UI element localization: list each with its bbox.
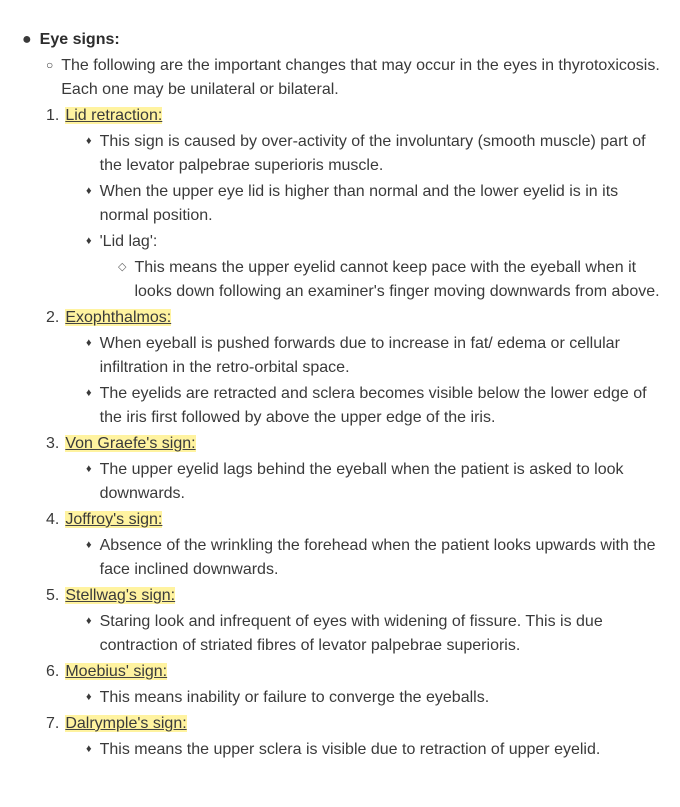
sign-number: 2. bbox=[46, 306, 59, 330]
sign-point-row: ♦ This means the upper sclera is visible … bbox=[86, 738, 662, 762]
sign-point-text: When the upper eye lid is higher than no… bbox=[100, 180, 662, 228]
sign-title-wrap: Moebius' sign: bbox=[65, 660, 662, 684]
sign-subpoint-row: ◇ This means the upper eyelid cannot keep… bbox=[118, 256, 662, 304]
sign-point-text: The upper eyelid lags behind the eyeball… bbox=[100, 458, 662, 506]
bullet-diamond-icon: ♦ bbox=[86, 180, 92, 202]
sign-number: 4. bbox=[46, 508, 59, 532]
sign-point-row: ♦ This sign is caused by over-activity of… bbox=[86, 130, 662, 178]
bullet-circle-icon: ○ bbox=[46, 54, 53, 77]
sign-title-wrap: Von Graefe's sign: bbox=[65, 432, 662, 456]
bullet-diamond-icon: ♦ bbox=[86, 610, 92, 632]
bullet-open-diamond-icon: ◇ bbox=[118, 256, 126, 278]
sign-point-text: This sign is caused by over-activity of … bbox=[100, 130, 662, 178]
signs-list: 1. Lid retraction: ♦ This sign is caused … bbox=[18, 104, 662, 762]
sign-point-text: When eyeball is pushed forwards due to i… bbox=[100, 332, 662, 380]
sign-point-row: ♦ Staring look and infrequent of eyes wit… bbox=[86, 610, 662, 658]
bullet-diamond-icon: ♦ bbox=[86, 382, 92, 404]
bullet-diamond-icon: ♦ bbox=[86, 534, 92, 556]
sign-number: 5. bbox=[46, 584, 59, 608]
sign-title: Von Graefe's sign: bbox=[65, 435, 195, 452]
sign-title-wrap: Joffroy's sign: bbox=[65, 508, 662, 532]
heading-row: ● Eye signs: bbox=[22, 28, 662, 52]
sign-title: Lid retraction: bbox=[65, 107, 162, 124]
sign-point-row: ♦ The upper eyelid lags behind the eyebal… bbox=[86, 458, 662, 506]
sign-point-text: Absence of the wrinkling the forehead wh… bbox=[100, 534, 662, 582]
sign-point-row: ♦ This means inability or failure to conv… bbox=[86, 686, 662, 710]
sign-title: Stellwag's sign: bbox=[65, 587, 175, 604]
sign-title-row: 4. Joffroy's sign: bbox=[46, 508, 662, 532]
bullet-diamond-icon: ♦ bbox=[86, 332, 92, 354]
sign-title: Exophthalmos: bbox=[65, 309, 171, 326]
bullet-diamond-icon: ♦ bbox=[86, 130, 92, 152]
sign-title-wrap: Dalrymple's sign: bbox=[65, 712, 662, 736]
bullet-diamond-icon: ♦ bbox=[86, 686, 92, 708]
heading-text: Eye signs: bbox=[40, 28, 662, 52]
sign-point-row: ♦ When eyeball is pushed forwards due to … bbox=[86, 332, 662, 380]
bullet-disc-icon: ● bbox=[22, 28, 32, 52]
intro-row: ○ The following are the important change… bbox=[46, 54, 662, 102]
sign-number: 1. bbox=[46, 104, 59, 128]
sign-point-row: ♦ The eyelids are retracted and sclera be… bbox=[86, 382, 662, 430]
sign-title-wrap: Exophthalmos: bbox=[65, 306, 662, 330]
sign-point-row: ♦ When the upper eye lid is higher than n… bbox=[86, 180, 662, 228]
sign-title-row: 7. Dalrymple's sign: bbox=[46, 712, 662, 736]
sign-title-row: 1. Lid retraction: bbox=[46, 104, 662, 128]
sign-title-row: 5. Stellwag's sign: bbox=[46, 584, 662, 608]
bullet-diamond-icon: ♦ bbox=[86, 230, 92, 252]
sign-title: Joffroy's sign: bbox=[65, 511, 162, 528]
sign-point-text: This means the upper sclera is visible d… bbox=[100, 738, 662, 762]
sign-point-text: Staring look and infrequent of eyes with… bbox=[100, 610, 662, 658]
sign-number: 7. bbox=[46, 712, 59, 736]
sign-number: 3. bbox=[46, 432, 59, 456]
sign-point-row: ♦ Absence of the wrinkling the forehead w… bbox=[86, 534, 662, 582]
sign-point-row: ♦ 'Lid lag': bbox=[86, 230, 662, 254]
sign-title: Moebius' sign: bbox=[65, 663, 167, 680]
sign-title-row: 6. Moebius' sign: bbox=[46, 660, 662, 684]
bullet-diamond-icon: ♦ bbox=[86, 738, 92, 760]
bullet-diamond-icon: ♦ bbox=[86, 458, 92, 480]
sign-point-text: 'Lid lag': bbox=[100, 230, 662, 254]
sign-title-wrap: Stellwag's sign: bbox=[65, 584, 662, 608]
sign-subpoint-text: This means the upper eyelid cannot keep … bbox=[134, 256, 662, 304]
sign-title-wrap: Lid retraction: bbox=[65, 104, 662, 128]
intro-text: The following are the important changes … bbox=[61, 54, 662, 102]
sign-title-row: 2. Exophthalmos: bbox=[46, 306, 662, 330]
sign-point-text: The eyelids are retracted and sclera bec… bbox=[100, 382, 662, 430]
sign-number: 6. bbox=[46, 660, 59, 684]
sign-title-row: 3. Von Graefe's sign: bbox=[46, 432, 662, 456]
sign-title: Dalrymple's sign: bbox=[65, 715, 186, 732]
sign-point-text: This means inability or failure to conve… bbox=[100, 686, 662, 710]
